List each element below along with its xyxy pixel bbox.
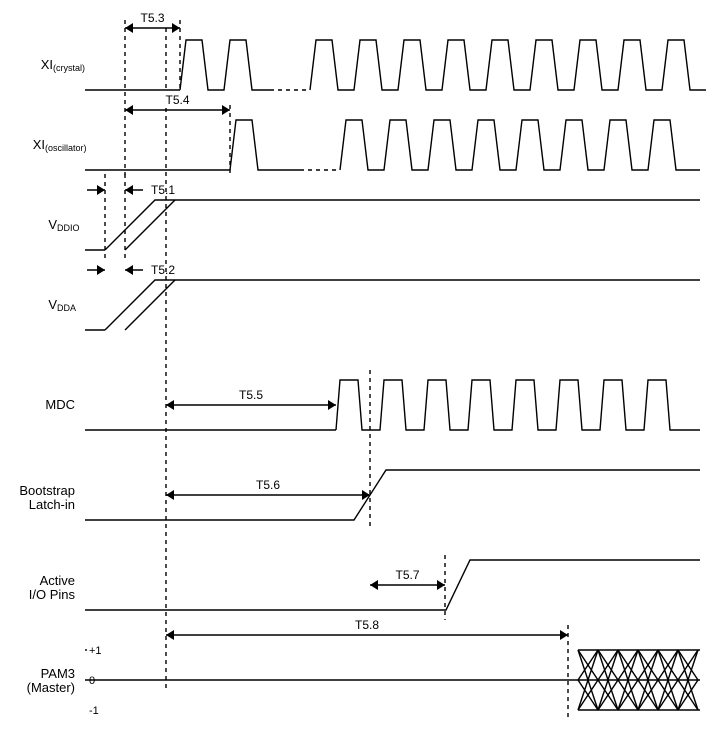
svg-text:MDC: MDC bbox=[45, 397, 75, 412]
svg-text:T5.5: T5.5 bbox=[239, 388, 263, 402]
svg-text:T5.6: T5.6 bbox=[256, 478, 280, 492]
svg-text:+1: +1 bbox=[89, 645, 102, 657]
svg-text:T5.7: T5.7 bbox=[395, 568, 419, 582]
svg-text:V: V bbox=[48, 297, 57, 312]
svg-text:Latch-in: Latch-in bbox=[29, 497, 75, 512]
timing-diagram-svg: XI(crystal)XI(oscillator)VDDIOVDDAMDCBoo… bbox=[0, 0, 710, 752]
svg-text:PAM3: PAM3 bbox=[41, 666, 75, 681]
svg-text:DDIO: DDIO bbox=[57, 223, 80, 233]
svg-text:T5.4: T5.4 bbox=[165, 93, 189, 107]
svg-text:I/O Pins: I/O Pins bbox=[29, 587, 76, 602]
svg-text:(Master): (Master) bbox=[27, 680, 75, 695]
svg-text:-1: -1 bbox=[89, 705, 99, 717]
svg-text:T5.3: T5.3 bbox=[140, 11, 164, 25]
svg-text:XI: XI bbox=[33, 137, 45, 152]
svg-text:T5.2: T5.2 bbox=[151, 263, 175, 277]
svg-text:T5.1: T5.1 bbox=[151, 183, 175, 197]
svg-text:V: V bbox=[48, 217, 57, 232]
svg-text:XI: XI bbox=[41, 57, 53, 72]
svg-text:Active: Active bbox=[40, 573, 75, 588]
svg-text:DDA: DDA bbox=[57, 303, 76, 313]
svg-text:0: 0 bbox=[89, 675, 95, 687]
svg-text:(oscillator): (oscillator) bbox=[45, 143, 87, 153]
svg-text:Bootstrap: Bootstrap bbox=[19, 483, 75, 498]
svg-text:T5.8: T5.8 bbox=[355, 618, 379, 632]
svg-text:(crystal): (crystal) bbox=[53, 63, 85, 73]
